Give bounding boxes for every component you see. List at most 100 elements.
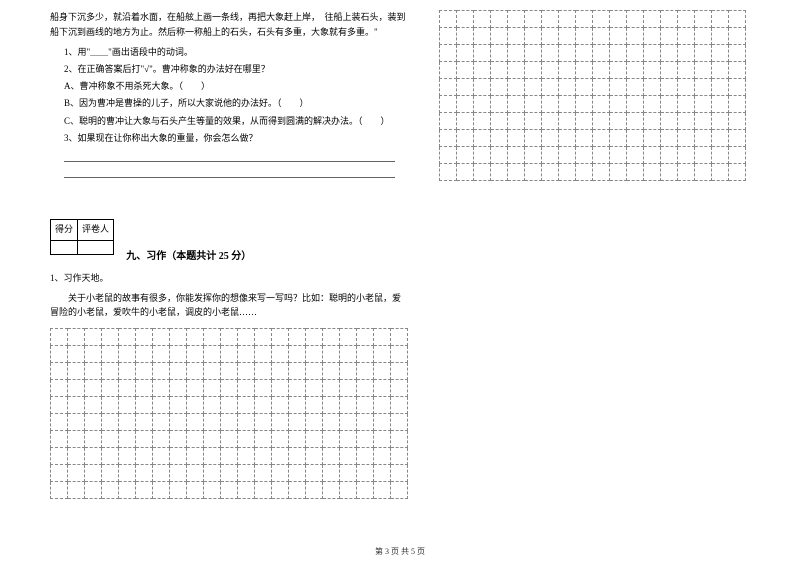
grid-cell bbox=[340, 430, 357, 447]
grid-cell bbox=[153, 362, 170, 379]
grid-cell bbox=[474, 28, 491, 45]
grid-cell bbox=[559, 96, 576, 113]
grid-cell bbox=[306, 481, 323, 498]
grid-cell bbox=[255, 481, 272, 498]
grid-cell bbox=[644, 11, 661, 28]
grid-cell bbox=[661, 28, 678, 45]
grid-cell bbox=[323, 345, 340, 362]
grid-cell bbox=[323, 447, 340, 464]
grid-cell bbox=[306, 413, 323, 430]
grid-cell bbox=[644, 45, 661, 62]
grid-cell bbox=[695, 130, 712, 147]
grid-cell bbox=[323, 396, 340, 413]
grid-cell bbox=[204, 379, 221, 396]
grid-cell bbox=[136, 447, 153, 464]
grid-cell bbox=[306, 345, 323, 362]
grid-cell bbox=[559, 62, 576, 79]
grid-cell bbox=[255, 430, 272, 447]
grid-cell bbox=[170, 481, 187, 498]
grid-cell bbox=[187, 413, 204, 430]
grid-cell bbox=[68, 464, 85, 481]
grid-cell bbox=[170, 464, 187, 481]
grid-cell bbox=[187, 464, 204, 481]
grid-cell bbox=[238, 328, 255, 345]
grid-cell bbox=[576, 11, 593, 28]
grid-cell bbox=[272, 430, 289, 447]
grid-cell bbox=[238, 481, 255, 498]
grid-cell bbox=[289, 464, 306, 481]
grid-cell bbox=[712, 28, 729, 45]
grid-cell bbox=[357, 481, 374, 498]
grid-cell bbox=[678, 164, 695, 181]
grid-cell bbox=[457, 45, 474, 62]
grid-cell bbox=[474, 62, 491, 79]
grid-cell bbox=[576, 113, 593, 130]
grid-cell bbox=[661, 62, 678, 79]
grid-cell bbox=[729, 113, 746, 130]
grid-cell bbox=[221, 396, 238, 413]
grid-cell bbox=[576, 96, 593, 113]
grid-cell bbox=[712, 62, 729, 79]
grid-cell bbox=[374, 481, 391, 498]
grid-cell bbox=[695, 28, 712, 45]
grid-cell bbox=[391, 328, 408, 345]
grid-cell bbox=[491, 130, 508, 147]
grid-cell bbox=[204, 413, 221, 430]
grid-cell bbox=[508, 11, 525, 28]
grid-cell bbox=[491, 147, 508, 164]
grid-cell bbox=[102, 362, 119, 379]
grid-cell bbox=[627, 113, 644, 130]
grid-cell bbox=[559, 147, 576, 164]
grid-cell bbox=[729, 28, 746, 45]
grid-cell bbox=[102, 447, 119, 464]
grid-cell bbox=[491, 113, 508, 130]
grid-cell bbox=[68, 362, 85, 379]
grid-cell bbox=[255, 345, 272, 362]
grid-cell bbox=[374, 413, 391, 430]
question-2a: A、曹冲称象不用杀死大象。（ ） bbox=[64, 79, 409, 94]
grid-cell bbox=[153, 328, 170, 345]
grid-cell bbox=[323, 328, 340, 345]
grid-cell bbox=[51, 362, 68, 379]
grid-cell bbox=[340, 362, 357, 379]
grid-cell bbox=[289, 362, 306, 379]
grid-cell bbox=[204, 328, 221, 345]
grid-cell bbox=[289, 396, 306, 413]
grid-cell bbox=[289, 481, 306, 498]
grid-cell bbox=[323, 413, 340, 430]
grid-cell bbox=[491, 45, 508, 62]
grid-cell bbox=[525, 45, 542, 62]
essay-number: 1、习作天地。 bbox=[50, 271, 409, 285]
grid-cell bbox=[51, 447, 68, 464]
grid-cell bbox=[644, 62, 661, 79]
grid-cell bbox=[85, 413, 102, 430]
grid-cell bbox=[593, 164, 610, 181]
grid-cell bbox=[457, 79, 474, 96]
grid-cell bbox=[187, 328, 204, 345]
grid-cell bbox=[238, 430, 255, 447]
grid-cell bbox=[68, 345, 85, 362]
grid-cell bbox=[542, 96, 559, 113]
grid-cell bbox=[272, 362, 289, 379]
grid-cell bbox=[593, 147, 610, 164]
grid-cell bbox=[678, 11, 695, 28]
grid-cell bbox=[661, 147, 678, 164]
grid-cell bbox=[491, 79, 508, 96]
grid-cell bbox=[340, 345, 357, 362]
grid-cell bbox=[272, 328, 289, 345]
grid-cell bbox=[102, 481, 119, 498]
grid-cell bbox=[644, 130, 661, 147]
grid-cell bbox=[187, 396, 204, 413]
grid-cell bbox=[695, 164, 712, 181]
grid-cell bbox=[627, 28, 644, 45]
grid-cell bbox=[255, 379, 272, 396]
grid-cell bbox=[340, 396, 357, 413]
grid-cell bbox=[644, 164, 661, 181]
grid-cell bbox=[712, 130, 729, 147]
grid-cell bbox=[508, 147, 525, 164]
grid-cell bbox=[440, 45, 457, 62]
grid-cell bbox=[306, 396, 323, 413]
grid-cell bbox=[508, 113, 525, 130]
grid-cell bbox=[712, 45, 729, 62]
grid-cell bbox=[374, 396, 391, 413]
